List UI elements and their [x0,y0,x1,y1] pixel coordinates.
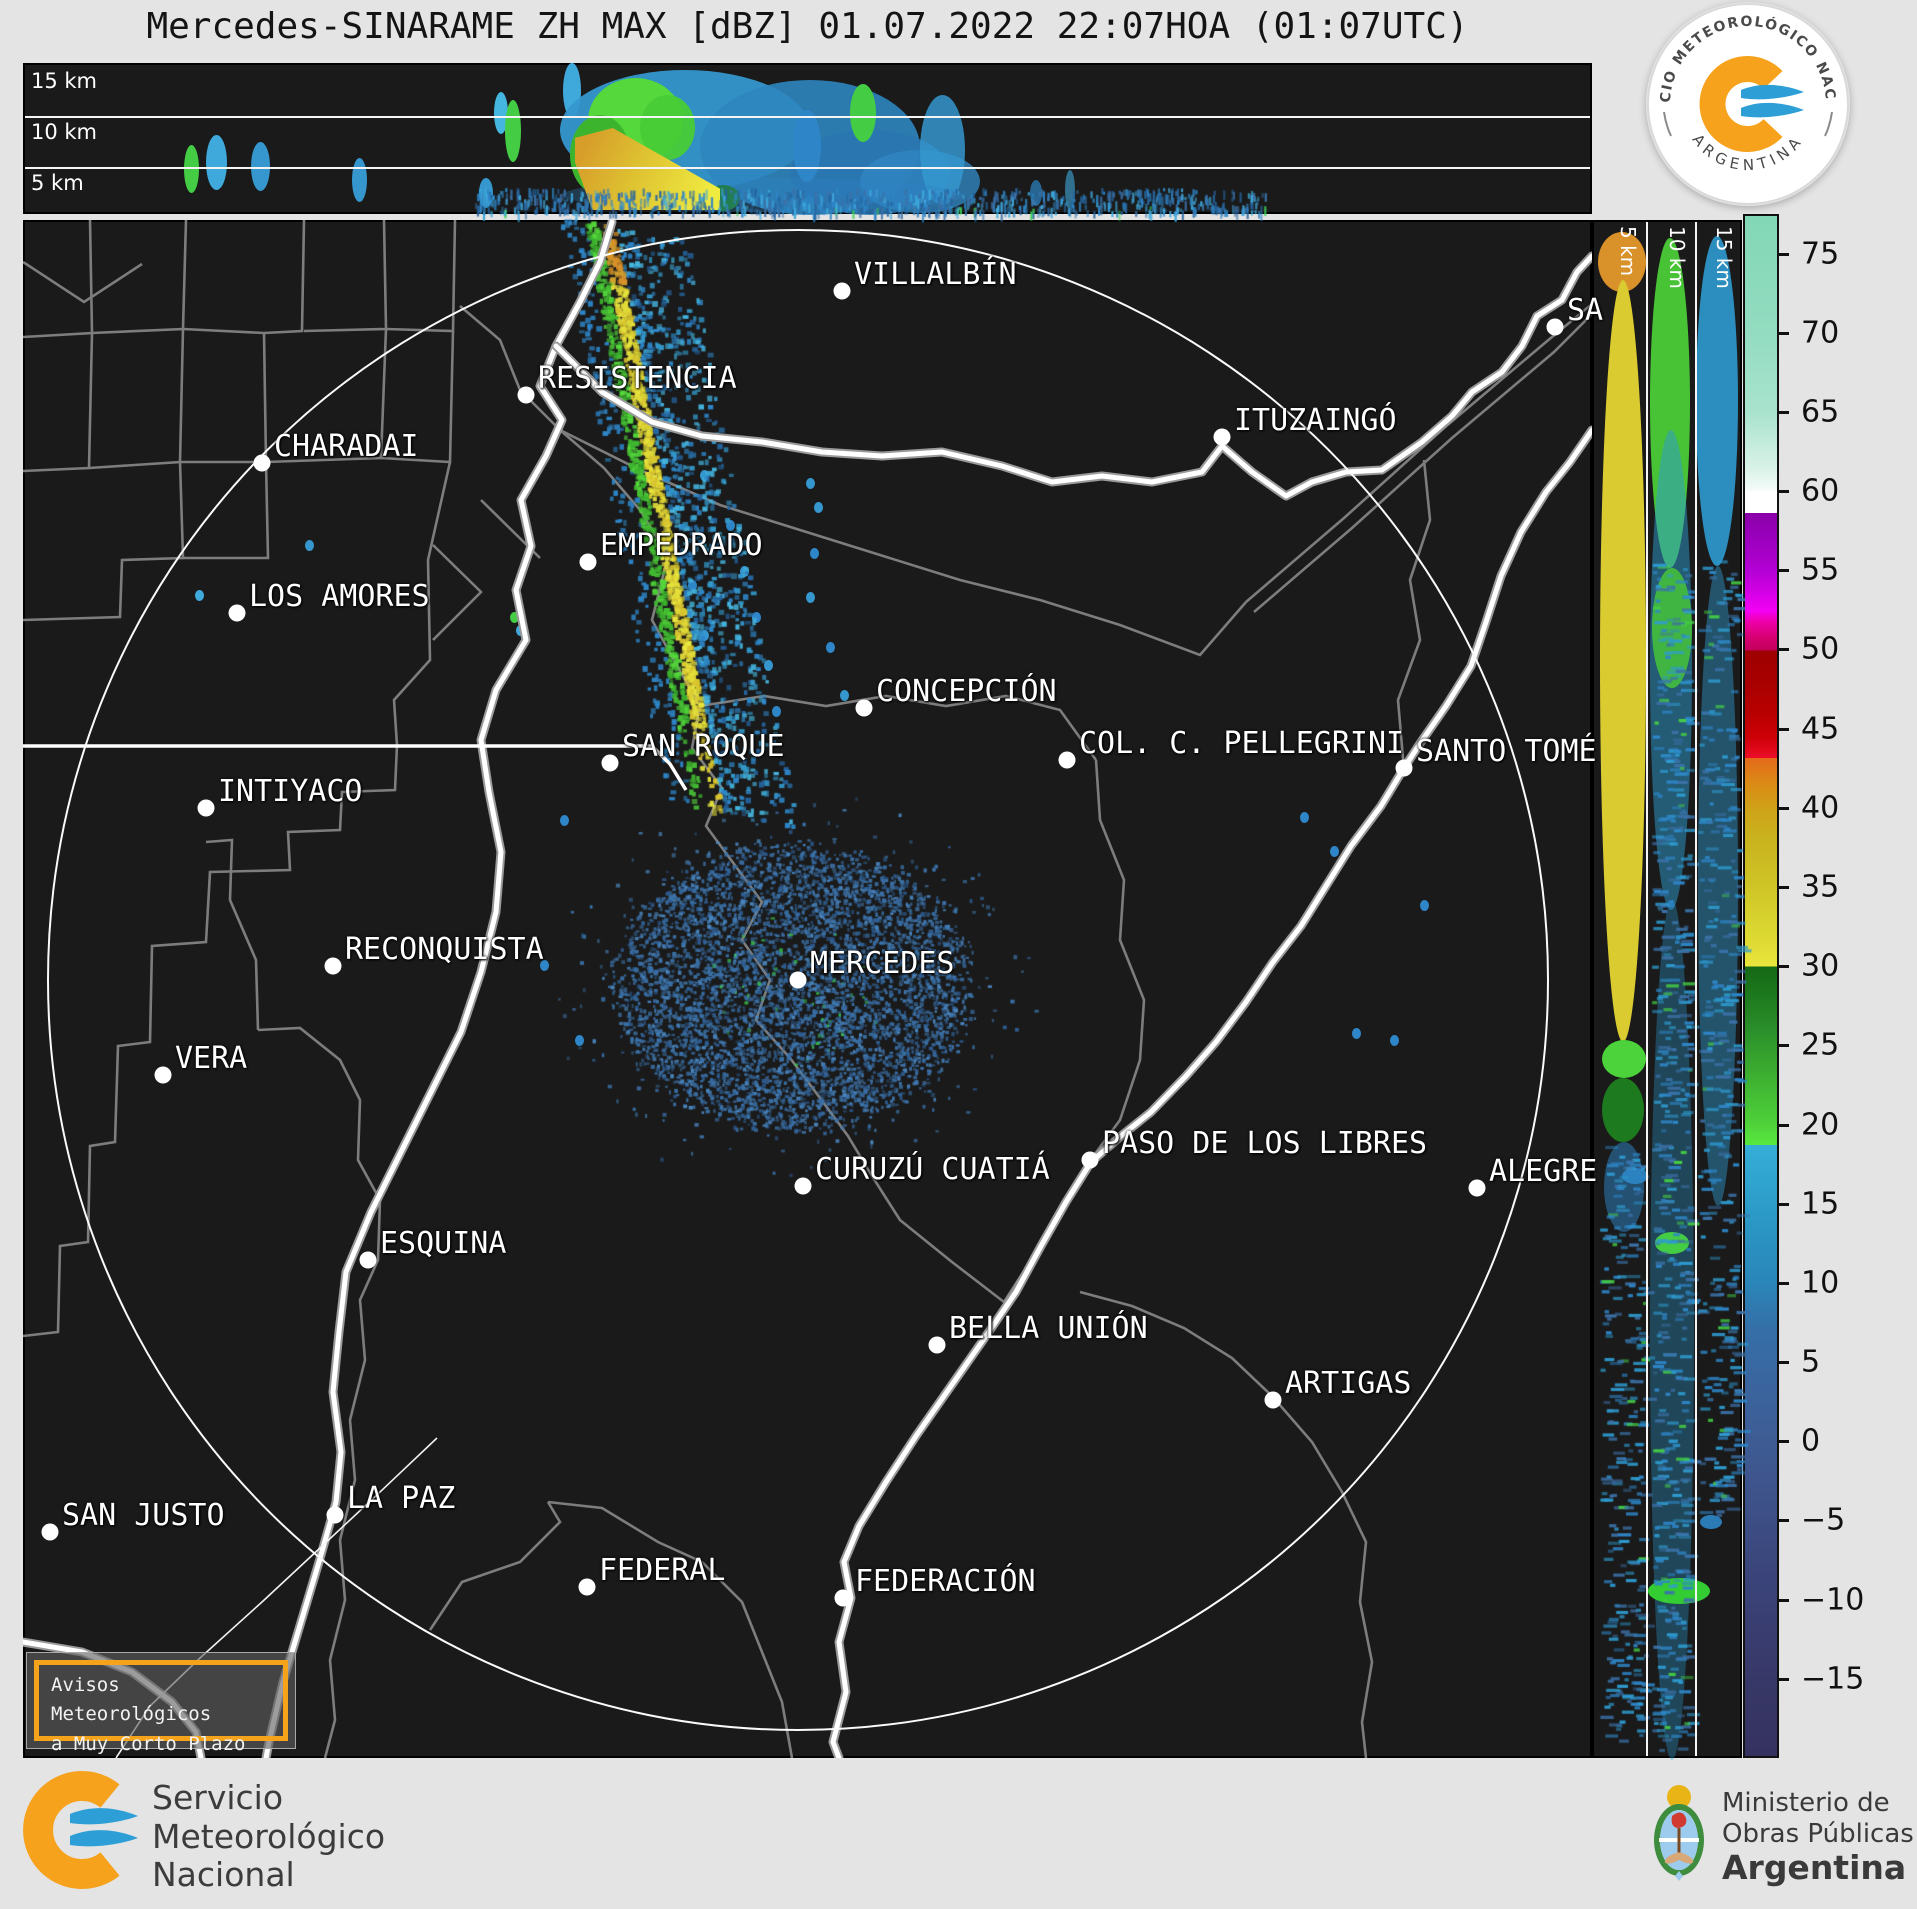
warning-line-1: Avisos Meteorológicos [51,1674,212,1726]
smn-text-line2: Meteorológico [152,1816,386,1856]
ministry-line1: Ministerio de [1722,1788,1890,1818]
city-label: ALEGRE [1489,1154,1598,1189]
smn-badge-logo: SERVICIO METEOROLÓGICO NACIONAL ARGENTIN… [1639,0,1850,206]
city-label: FEDERACIÓN [855,1564,1036,1599]
city-marker [1264,1391,1282,1409]
city-marker [41,1523,59,1541]
city-label: SA [1567,293,1604,328]
ministry-line2: Obras Públicas [1722,1818,1914,1849]
warning-stamp-border: Avisos Meteorológicos a Muy Corto Plazo [34,1660,288,1755]
ministry-crest-icon [1654,1785,1704,1881]
city-label: BELLA UNIÓN [949,1311,1148,1346]
height-gridline [25,116,1590,118]
city-label: VERA [175,1041,248,1076]
city-marker [1081,1151,1099,1169]
city-label: PASO DE LOS LIBRES [1102,1126,1428,1161]
smn-text-line1: Servicio [152,1778,284,1817]
city-marker [326,1506,344,1524]
city-label: MERCEDES [810,946,955,981]
city-marker [578,1578,596,1596]
ministry-line3: Argentina [1722,1848,1907,1888]
city-label: RECONQUISTA [345,932,544,967]
height-gridline-label: 5 km [1616,226,1640,277]
city-label: COL. C. PELLEGRINI [1079,726,1405,761]
smn-text-line3: Nacional [152,1855,295,1895]
smn-logo-icon [23,1771,138,1889]
city-marker [517,386,535,404]
city-marker [1213,428,1231,446]
city-marker [833,282,851,300]
city-label: FEDERAL [599,1553,726,1588]
height-gridline-label: 10 km [1665,226,1689,289]
height-gridline-label: 5 km [31,171,84,195]
city-marker [228,604,246,622]
height-gridline [1695,222,1697,1756]
city-label: ARTIGAS [1285,1366,1412,1401]
city-marker [253,454,271,472]
ministry-crest [1648,1782,1710,1890]
river [828,425,1592,1758]
city-marker [794,1177,812,1195]
city-marker [197,799,215,817]
city-marker [601,754,619,772]
city-label: CURUZÚ CUATIÁ [815,1152,1050,1187]
city-label: INTIYACO [218,774,363,809]
height-gridline-label: 15 km [31,69,98,93]
city-label: ESQUINA [380,1226,507,1261]
city-marker [928,1336,946,1354]
city-marker [789,971,807,989]
city-marker [359,1251,377,1269]
ministry-footer-text: Ministerio de Obras Públicas Argentina [1722,1788,1914,1888]
city-label: SAN JUSTO [62,1498,225,1533]
city-label: SAN ROQUE [622,729,785,764]
city-marker [1058,751,1076,769]
city-label: SANTO TOMÉ [1416,734,1597,769]
river [830,427,1592,1758]
height-gridline-label: 10 km [31,120,98,144]
city-label: EMPEDRADO [600,528,763,563]
city-label: CONCEPCIÓN [876,674,1057,709]
height-gridline-label: 15 km [1712,226,1736,289]
city-marker [324,957,342,975]
smn-footer-logo [22,1768,142,1898]
city-marker [834,1589,852,1607]
city-marker [579,553,597,571]
city-label: LOS AMORES [249,579,430,614]
smn-footer-text: Servicio Meteorológico Nacional [152,1778,386,1895]
city-label: CHARADAI [274,429,419,464]
warning-stamp: Avisos Meteorológicos a Muy Corto Plazo [26,1652,296,1755]
city-marker [1546,318,1564,336]
height-gridline [1646,222,1648,1756]
smn-badge-icon: SERVICIO METEOROLÓGICO NACIONAL ARGENTIN… [1639,0,1849,205]
city-label: LA PAZ [347,1481,456,1516]
city-marker [1395,759,1413,777]
city-marker [855,699,873,717]
warning-line-2: a Muy Corto Plazo [51,1732,246,1755]
height-gridline [25,167,1590,169]
city-label: ITUZAINGÓ [1234,403,1397,438]
city-marker [1468,1179,1486,1197]
city-label: VILLALBÍN [854,257,1017,292]
city-marker [154,1066,172,1084]
city-label: RESISTENCIA [538,361,737,396]
